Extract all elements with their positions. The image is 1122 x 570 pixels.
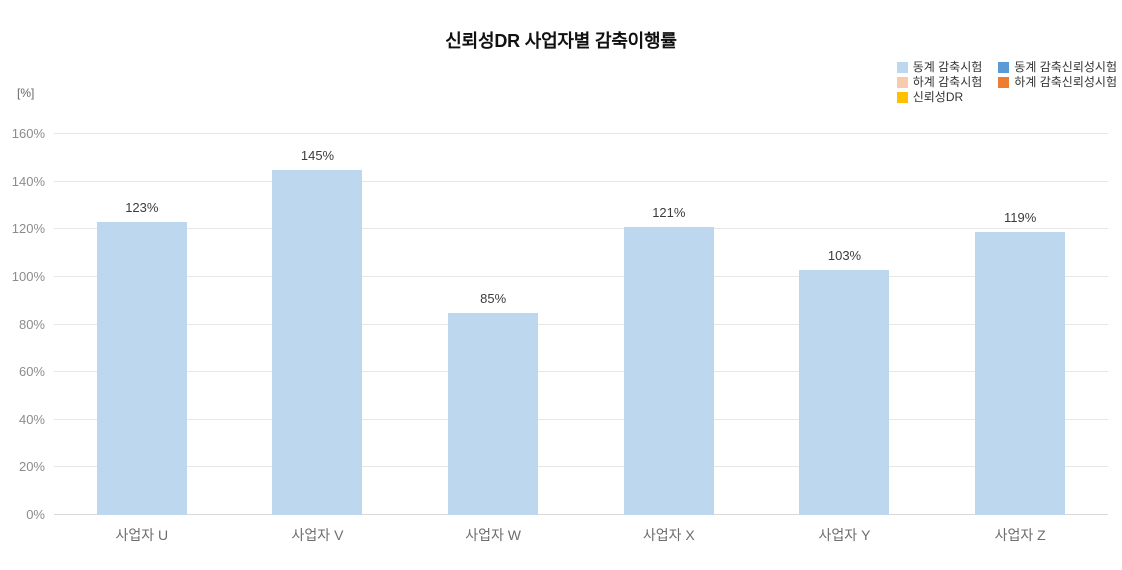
bar-사업자 V xyxy=(272,169,363,515)
bar-value-label: 85% xyxy=(480,290,507,306)
legend-item-label: 하계 감축시험 xyxy=(912,75,983,89)
y-tick-label: 120% xyxy=(11,221,45,237)
y-tick-label: 140% xyxy=(11,173,45,189)
legend-item: 하계 감축시험 xyxy=(896,75,983,89)
gridline-40% xyxy=(54,418,1108,420)
y-tick-label: 20% xyxy=(18,459,45,475)
y-tick-label: 100% xyxy=(11,268,45,284)
bar-사업자 X xyxy=(623,226,714,515)
legend-item: 동계 감축시험 xyxy=(896,60,983,74)
legend-item: 신뢰성DR xyxy=(896,90,983,104)
legend-item-label: 동계 감축시험 xyxy=(912,60,983,74)
bar-value-label: 121% xyxy=(652,204,686,220)
legend-item-label: 동계 감축신뢰성시험 xyxy=(1014,60,1117,74)
bar-사업자 Z xyxy=(975,231,1066,515)
x-axis-label-사업자 U: 사업자 U xyxy=(115,527,169,543)
bar-value-label: 123% xyxy=(125,200,159,216)
x-axis-label-사업자 W: 사업자 W xyxy=(465,527,522,543)
legend-item: 하계 감축신뢰성시험 xyxy=(998,76,1117,89)
y-axis-unit-label: [%] xyxy=(17,86,35,100)
x-axis-label-사업자 X: 사업자 X xyxy=(642,527,695,543)
legend-swatch-icon xyxy=(896,92,908,103)
x-axis-label-사업자 V: 사업자 V xyxy=(291,527,344,543)
gridline-120% xyxy=(54,228,1108,230)
bar-slot-사업자 W: 85% xyxy=(405,134,581,515)
bar-value-label: 119% xyxy=(1004,209,1037,225)
legend-item-label: 신뢰성DR xyxy=(912,90,964,104)
chart-title: 신뢰성DR 사업자별 감축이행률 xyxy=(445,31,677,51)
gridline-140% xyxy=(54,180,1108,182)
legend-swatch-icon xyxy=(896,77,908,88)
gridline-20% xyxy=(54,466,1108,468)
y-tick-label: 60% xyxy=(18,364,45,380)
y-tick-label: 80% xyxy=(18,316,45,332)
gridline-80% xyxy=(54,323,1108,325)
bar-slot-사업자 V: 145% xyxy=(230,134,406,515)
bar-value-label: 145% xyxy=(300,147,335,163)
plot-area: 123% 145% 85% 121% 103% 119% xyxy=(54,133,1108,515)
bar-사업자 U xyxy=(96,222,187,515)
bar-slot-사업자 Z: 119% xyxy=(932,134,1108,515)
bar-slot-사업자 U: 123% xyxy=(54,134,230,515)
x-axis-label-사업자 Y: 사업자 Y xyxy=(818,527,871,543)
y-tick-label: 160% xyxy=(11,126,45,141)
bar-사업자 W xyxy=(448,312,539,515)
gridline-60% xyxy=(54,371,1108,373)
gridline-160% xyxy=(54,133,1108,134)
legend-swatch-icon xyxy=(998,77,1010,88)
gridline-100% xyxy=(54,275,1108,277)
bar-slot-사업자 Y: 103% xyxy=(757,134,933,515)
bar-value-label: 103% xyxy=(827,247,862,263)
legend-item: 동계 감축신뢰성시험 xyxy=(998,61,1117,74)
bar-slot-사업자 X: 121% xyxy=(581,134,757,515)
y-tick-label: 0% xyxy=(26,507,45,522)
legend-swatch-icon xyxy=(998,62,1010,73)
legend-item-label: 하계 감축신뢰성시험 xyxy=(1014,75,1117,89)
x-axis-label-사업자 Z: 사업자 Z xyxy=(994,527,1046,543)
bar-사업자 Y xyxy=(799,269,890,515)
gridline-0% xyxy=(54,514,1108,515)
legend-swatch-icon xyxy=(896,62,908,73)
y-tick-label: 40% xyxy=(18,411,45,427)
